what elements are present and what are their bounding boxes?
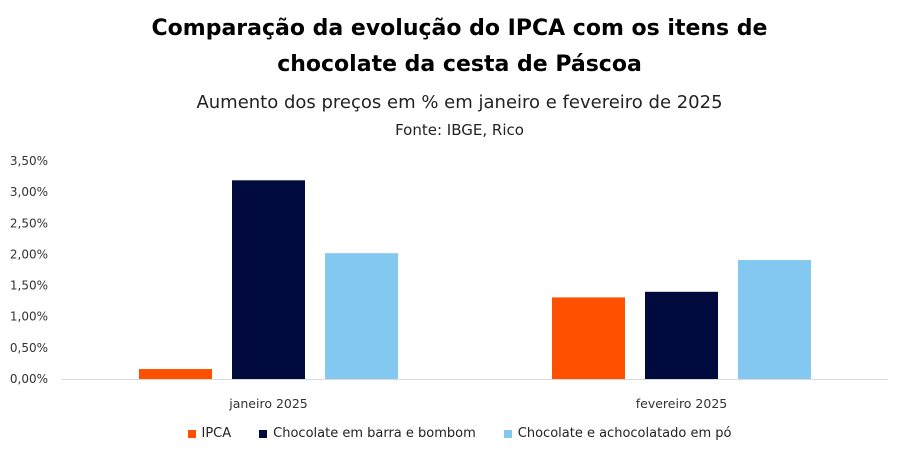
x-category-label: fevereiro 2025 — [636, 396, 728, 411]
bar — [738, 260, 811, 379]
legend-swatch-chocolate-barra — [259, 429, 268, 438]
chart-legend: IPCA Chocolate em barra e bombom Chocola… — [0, 426, 919, 441]
x-category-label: janeiro 2025 — [228, 396, 308, 411]
y-tick-label: 0,50% — [10, 341, 48, 355]
chart-subtitle: Aumento dos preços em % em janeiro e fev… — [196, 92, 723, 113]
y-tick-label: 1,00% — [10, 310, 48, 324]
chart-source: Fonte: IBGE, Rico — [395, 121, 524, 139]
chart-title-line-2: chocolate da cesta de Páscoa — [277, 52, 642, 77]
bar — [645, 291, 718, 379]
chart-title-line-1: Comparação da evolução do IPCA com os it… — [151, 16, 768, 41]
legend-swatch-ipca — [187, 429, 196, 438]
legend-label-chocolate-barra: Chocolate em barra e bombom — [273, 426, 476, 441]
y-tick-label: 3,50% — [10, 154, 48, 168]
legend-swatch-chocolate-po — [503, 429, 512, 438]
y-tick-label: 1,50% — [10, 279, 48, 293]
bar — [139, 369, 212, 379]
y-tick-label: 2,50% — [10, 216, 48, 230]
y-tick-label: 3,00% — [10, 185, 48, 199]
legend-item-chocolate-po: Chocolate e achocolatado em pó — [503, 426, 732, 441]
legend-label-chocolate-po: Chocolate e achocolatado em pó — [517, 426, 732, 441]
legend-item-chocolate-barra: Chocolate em barra e bombom — [259, 426, 476, 441]
bar — [232, 180, 305, 379]
legend-item-ipca: IPCA — [187, 426, 232, 441]
y-tick-label: 0,00% — [10, 372, 48, 386]
bar — [552, 297, 625, 379]
bar — [325, 253, 398, 379]
legend-label-ipca: IPCA — [201, 426, 232, 441]
y-tick-label: 2,00% — [10, 247, 48, 261]
